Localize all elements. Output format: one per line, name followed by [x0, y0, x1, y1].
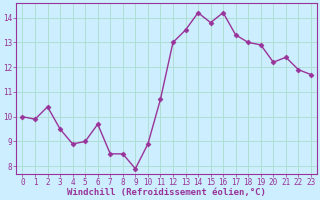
X-axis label: Windchill (Refroidissement éolien,°C): Windchill (Refroidissement éolien,°C): [67, 188, 266, 197]
